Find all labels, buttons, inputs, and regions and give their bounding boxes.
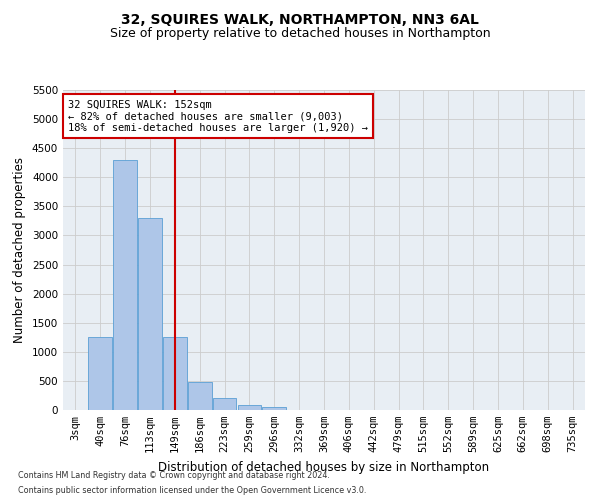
- Bar: [138, 218, 162, 410]
- Text: Contains HM Land Registry data © Crown copyright and database right 2024.: Contains HM Land Registry data © Crown c…: [18, 471, 330, 480]
- Text: 32, SQUIRES WALK, NORTHAMPTON, NN3 6AL: 32, SQUIRES WALK, NORTHAMPTON, NN3 6AL: [121, 12, 479, 26]
- Bar: [163, 338, 187, 410]
- Bar: [113, 160, 137, 410]
- Text: Size of property relative to detached houses in Northampton: Size of property relative to detached ho…: [110, 28, 490, 40]
- Text: 32 SQUIRES WALK: 152sqm
← 82% of detached houses are smaller (9,003)
18% of semi: 32 SQUIRES WALK: 152sqm ← 82% of detache…: [68, 100, 368, 133]
- Bar: [188, 382, 212, 410]
- Bar: [262, 406, 286, 410]
- Bar: [213, 398, 236, 410]
- Text: Contains public sector information licensed under the Open Government Licence v3: Contains public sector information licen…: [18, 486, 367, 495]
- X-axis label: Distribution of detached houses by size in Northampton: Distribution of detached houses by size …: [158, 460, 490, 473]
- Y-axis label: Number of detached properties: Number of detached properties: [13, 157, 26, 343]
- Bar: [238, 405, 261, 410]
- Bar: [88, 338, 112, 410]
